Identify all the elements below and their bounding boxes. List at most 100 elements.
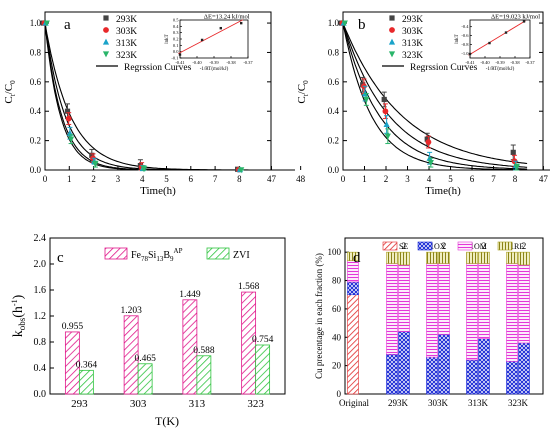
panel-d-stacked-bar-chart: 0 20 40 60 80 100 Original 293K 303K 313K 323K 12… (314, 237, 544, 408)
x-tick-label: 2 (384, 174, 389, 184)
legend-marker-303K (103, 27, 109, 33)
x-tick-label: 5 (164, 174, 169, 184)
bar-fe78si13b9-293 (64, 331, 80, 395)
stacked-segment-OM (386, 263, 398, 355)
data-point-323K (68, 136, 75, 143)
stacked-segment-OM (438, 263, 450, 335)
panel-b-legend: 293K 303K 313K 323K Regrssion Curves (382, 15, 478, 73)
legend-label: 313K (116, 39, 137, 49)
x-tick-label: 3 (116, 174, 121, 184)
x-tick-label: 293 (71, 398, 88, 410)
panel-a-letter: a (64, 17, 71, 33)
regression-curve-303K (342, 22, 528, 168)
inset-x-tick-label: -0.39 (495, 60, 505, 65)
stacked-segment-RE (466, 251, 478, 264)
legend-marker-323K (102, 51, 110, 58)
x-tick-label: 3 (405, 174, 410, 184)
stacked-segment-OX (398, 331, 410, 395)
legend-marker-293K (389, 15, 395, 21)
inset-x-tick-label: -0.39 (209, 60, 219, 65)
panel-b-data-points (338, 19, 520, 171)
bar-zvi-303 (137, 363, 153, 395)
legend-label: 293K (402, 15, 423, 25)
data-point-323K (238, 167, 245, 174)
inset-x-label: -1/RT(mol/kJ) (200, 67, 229, 72)
x-tick-label: 7 (491, 174, 496, 184)
data-point-323K (513, 164, 520, 171)
inset-y-tick-label: -0.8 (461, 42, 469, 47)
inset-x-tick-label: -0.40 (192, 60, 202, 65)
data-point-323K (363, 96, 370, 103)
panel-b-arrhenius-inset: -0.41 -0.40 -0.39 -0.38 -0.37 -1.0 -0.8 -0.6 -0.… (455, 14, 540, 73)
bar-value-label: 1.449 (179, 290, 201, 300)
inset-y-label: lnkT (165, 34, 170, 43)
y-tick-label: 0 (337, 389, 342, 399)
legend-label-SE: SE (399, 242, 408, 251)
x-tick-label: 1 (362, 174, 367, 184)
stacked-segment-OX (466, 359, 478, 395)
x-tick-label: 5 (448, 174, 453, 184)
inset-y-label: lnkT (455, 34, 460, 43)
panel-d-x-axis: Original 293K 303K 313K 323K (339, 398, 529, 408)
x-tick-label: 6 (189, 174, 194, 184)
inset-data-point (200, 38, 204, 42)
stacked-segment-OM (506, 263, 518, 362)
data-point-323K (43, 20, 50, 27)
panel-b-y-label: Ct/C0 (296, 80, 310, 104)
stacked-segment-RE (398, 251, 410, 266)
inset-data-point (219, 26, 222, 30)
panel-c-bar-chart: 0.0 0.4 0.8 1.2 1.6 2.0 2.4 293 303 313 323 0.955… (10, 233, 286, 428)
bar-number-label: 2 (402, 241, 407, 251)
bar-zvi-293 (78, 369, 94, 395)
y-tick-label: 2.0 (34, 259, 47, 270)
inset-x-tick-label: -0.41 (175, 60, 184, 65)
y-tick-label: 40 (332, 332, 342, 342)
panel-c-y-label: kobs(h-1) (10, 294, 27, 337)
x-tick-label: 313 (189, 398, 206, 410)
panel-a-legend: 293K 303K 313K 323K Regrssion Curves (96, 15, 192, 73)
regression-curve-323K (342, 22, 528, 171)
stacked-segment-OX (347, 281, 359, 296)
x-tick-label: 8 (237, 174, 242, 184)
inset-y-tick-label: 0.2 (173, 37, 179, 42)
bar-number-label: 2 (482, 241, 487, 251)
inset-x-tick-label: -0.37 (525, 60, 535, 65)
x-tick-label: 2 (91, 174, 96, 184)
legend-swatch-RE (497, 241, 513, 251)
inset-y-tick-label: -0.4 (461, 24, 469, 29)
inset-data-point (504, 31, 508, 34)
stacked-segment-RE (386, 251, 398, 264)
stacked-segment-OX (426, 356, 438, 395)
panel-b-x-label: Time(h) (425, 185, 461, 197)
y-tick-label: 1.2 (34, 311, 47, 322)
legend-swatch-OM (457, 241, 473, 251)
y-tick-label: 0.2 (30, 136, 41, 146)
panel-d-y-label: Cu precentage in each fraction (%) (314, 253, 324, 379)
legend-label: 303K (402, 27, 423, 37)
inset-y-tick-label: 0.4 (173, 24, 179, 29)
panel-a-x-axis: 0 1 2 3 4 5 6 7 8 47 48 (43, 166, 306, 184)
x-tick-label: 4 (140, 174, 145, 184)
legend-label-OM: OM (474, 242, 487, 251)
bar-value-label: 0.465 (134, 354, 156, 364)
y-tick-label: 80 (332, 276, 342, 286)
stacked-segment-RE (438, 251, 450, 264)
x-tick-label: 303 (130, 398, 147, 410)
panel-a-arrhenius-inset: -0.41 -0.40 -0.39 -0.38 -0.37 -0.1 0.00.10.2 0.… (165, 14, 253, 73)
panel-c-y-axis: 0.0 0.4 0.8 1.2 1.6 2.0 2.4 (34, 233, 54, 400)
data-point-323K (92, 161, 99, 168)
inset-data-point (522, 20, 526, 23)
stacked-segment-OM (426, 263, 438, 358)
y-tick-label: 0.6 (30, 77, 42, 87)
inset-fit-line (468, 20, 526, 56)
x-tick-label: 47 (267, 174, 277, 184)
bar-number-label: 2 (442, 241, 447, 251)
legend-label: Regrssion Curves (410, 63, 478, 73)
panel-c-x-label: T(K) (155, 414, 179, 428)
data-point-323K (341, 20, 348, 27)
panel-b-letter: b (358, 17, 366, 33)
panel-b-kinetics-chart: 0.0 0.2 0.4 0.6 0.8 1.0 0 1 2 3 4 5 6 7 8 47 48 b Time(… (296, 11, 550, 197)
y-tick-label: 100 (328, 247, 342, 257)
regression-curve-323K (44, 23, 253, 171)
